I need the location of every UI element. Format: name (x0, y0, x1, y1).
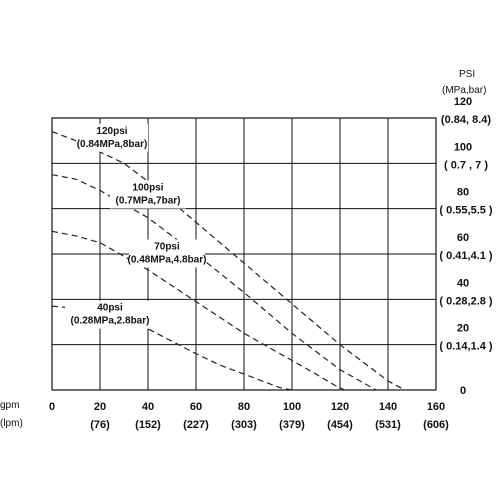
x-tick-secondary-label: (379) (279, 419, 305, 431)
x-tick-label: 120 (331, 401, 349, 413)
series-name-line1: 70psi (154, 241, 180, 252)
series-name-line2: (0.28MPa,2.8bar) (71, 316, 150, 327)
series-line (51, 131, 406, 391)
y-unit-secondary: (MPa,bar) (442, 85, 486, 96)
series-label-background (110, 180, 186, 209)
x-tick-label: 160 (427, 401, 445, 413)
x-tick-secondary-label: (531) (375, 419, 401, 431)
series-label-background (76, 123, 148, 152)
y-tick-secondary-label: ( 0.14,1.4 ) (439, 341, 493, 353)
series-name-line2: (0.7MPa,7bar) (115, 196, 180, 207)
x-tick-secondary-label: (303) (231, 419, 257, 431)
y-tick-label: 20 (457, 323, 469, 335)
y-tick-secondary-label: ( 0.55,5.5 ) (439, 205, 493, 217)
x-tick-secondary-label: (152) (135, 419, 161, 431)
y-tick-label: 100 (454, 141, 472, 153)
x-tick-label: 40 (142, 401, 154, 413)
x-tick-secondary-label: (76) (90, 419, 110, 431)
series-line (51, 230, 346, 391)
series-name-line2: (0.84MPa,8bar) (77, 139, 148, 150)
grid-layer (51, 117, 437, 391)
x-tick-secondary-label: (606) (423, 419, 449, 431)
x-tick-secondary-label: (454) (327, 419, 353, 431)
y-tick-secondary-label: (0.84, 8.4) (441, 114, 491, 126)
label-layer: 0 20 (76) 40 (152) 60 (227) 80 (303) 100 (379) 120 (… (49, 96, 493, 431)
x-tick-label: 0 (49, 401, 55, 413)
series-name-line1: 40psi (97, 303, 123, 314)
x-tick-label: 20 (94, 401, 106, 413)
y-tick-secondary-label: ( 0.7 , 7 ) (444, 159, 488, 171)
y-tick-label: 0 (460, 385, 466, 397)
x-tick-label: 140 (379, 401, 397, 413)
x-tick-label: 80 (238, 401, 250, 413)
y-tick-label: 120 (454, 96, 472, 108)
x-tick-label: 100 (283, 401, 301, 413)
y-tick-secondary-label: ( 0.41,4.1 ) (439, 250, 493, 262)
series-label-background (129, 239, 205, 268)
series-line (51, 174, 377, 391)
y-tick-label: 40 (457, 277, 469, 289)
curve-layer (51, 131, 406, 391)
x-tick-label: 60 (190, 401, 202, 413)
x-unit-primary: gpm (0, 400, 19, 411)
x-unit-secondary: (lpm) (0, 418, 23, 429)
y-tick-secondary-label: ( 0.28,2.8 ) (439, 295, 493, 307)
series-name-line1: 100psi (132, 183, 163, 194)
series-name-line1: 120psi (96, 126, 127, 137)
y-tick-label: 60 (457, 232, 469, 244)
series-name-line2: (0.48MPa,4.8bar) (128, 254, 207, 265)
y-unit-primary: PSI (459, 69, 475, 80)
series-label-background (65, 300, 155, 329)
x-tick-secondary-label: (227) (183, 419, 209, 431)
y-tick-label: 80 (457, 187, 469, 199)
